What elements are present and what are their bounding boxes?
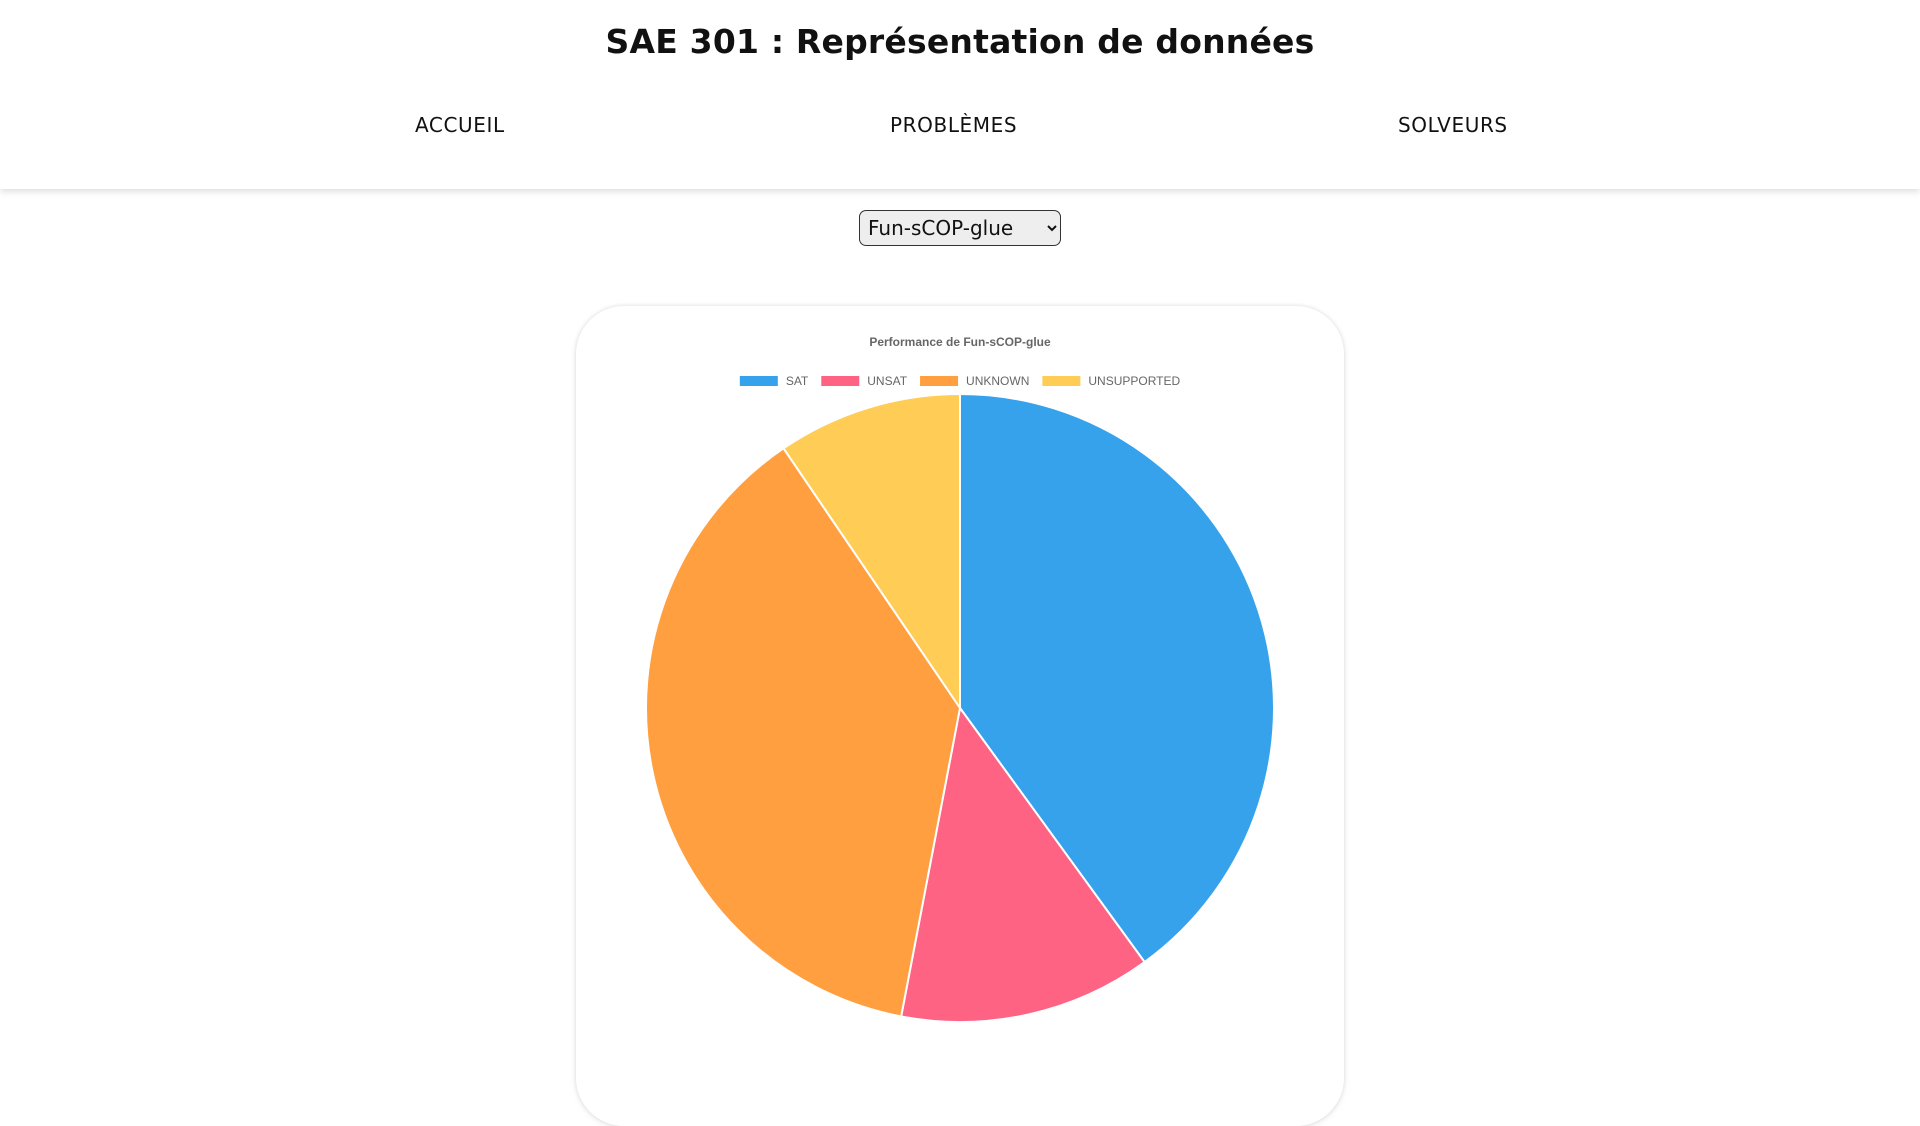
legend-swatch xyxy=(739,376,778,386)
legend-item-unsat[interactable]: UNSAT xyxy=(821,374,908,388)
legend-label: UNSAT xyxy=(867,374,907,388)
legend-swatch xyxy=(821,376,860,386)
legend-label: UNKNOWN xyxy=(966,374,1029,388)
legend-item-sat[interactable]: SAT xyxy=(739,374,809,388)
pie-chart: Performance de Fun-sCOP-glue SAT UNSAT UNK… xyxy=(645,335,1275,1023)
legend-label: SAT xyxy=(786,374,809,388)
pie-slice-unsupported[interactable] xyxy=(782,392,961,712)
site-title: SAE 301 : Représentation de données xyxy=(605,22,1315,61)
pie-slice-unsat[interactable] xyxy=(899,705,1146,1023)
solver-select[interactable]: Fun-sCOP-glue xyxy=(859,210,1061,246)
chart-card: Performance de Fun-sCOP-glue SAT UNSAT UNK… xyxy=(576,306,1344,1126)
nav-link-solveurs[interactable]: SOLVEURS xyxy=(1398,113,1508,137)
chart-title: Performance de Fun-sCOP-glue xyxy=(869,335,1051,349)
legend-swatch xyxy=(920,376,959,386)
nav-link-problemes[interactable]: PROBLÈMES xyxy=(890,113,1018,137)
pie-slice-unknown[interactable] xyxy=(645,446,962,1018)
legend-label: UNSUPPORTED xyxy=(1088,374,1180,388)
pie-slice-sat[interactable] xyxy=(959,392,1275,964)
legend-item-unknown[interactable]: UNKNOWN xyxy=(920,374,1029,388)
nav-link-accueil[interactable]: ACCUEIL xyxy=(415,113,505,137)
legend-item-unsupported[interactable]: UNSUPPORTED xyxy=(1042,374,1181,388)
legend-swatch xyxy=(1042,376,1081,386)
pie-slices xyxy=(645,392,1275,1023)
chart-legend: SAT UNSAT UNKNOWN UNSUPPORTED xyxy=(739,374,1181,388)
site-header: SAE 301 : Représentation de données ACCU… xyxy=(0,0,1920,189)
